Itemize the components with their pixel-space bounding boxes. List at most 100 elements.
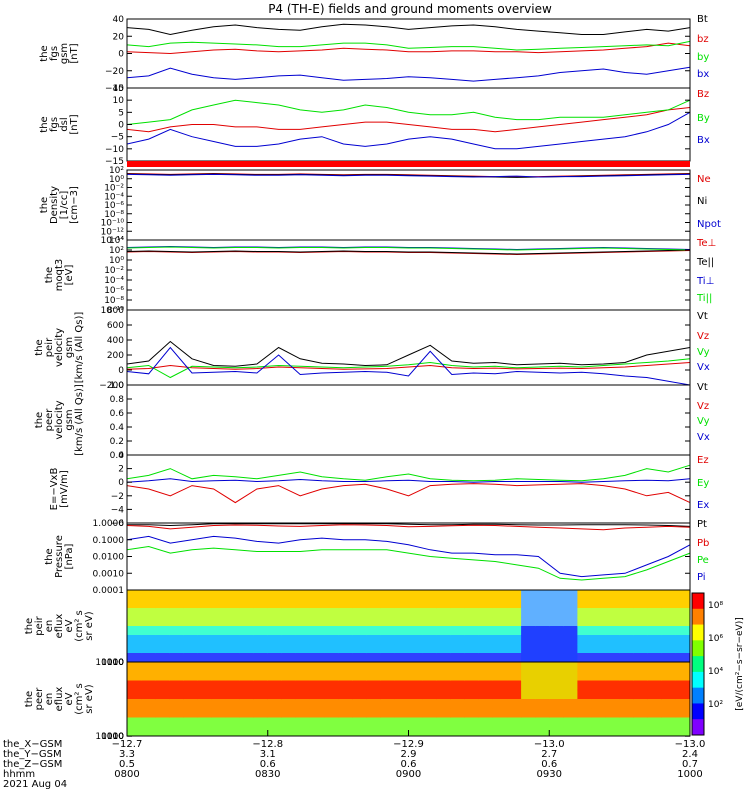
heatmap-cell <box>380 726 395 737</box>
heatmap-cell <box>267 671 283 681</box>
heatmap-cell <box>239 717 255 728</box>
heatmap-cell <box>647 617 663 627</box>
legend-entry: Vz <box>697 331 709 342</box>
y-tick-label: 10⁻⁴ <box>104 276 124 286</box>
y-tick-label: 10⁰ <box>109 256 124 266</box>
heatmap-cell <box>464 680 480 691</box>
heatmap-cell <box>535 671 550 681</box>
heatmap-cell <box>605 689 621 700</box>
heatmap-cell <box>183 726 198 737</box>
series-line-efield-0 <box>126 483 691 504</box>
x-tick-label: 0800 <box>114 769 139 780</box>
heatmap-cell <box>521 644 536 654</box>
y-axis-label: velocity <box>54 328 65 367</box>
heatmap-cell <box>295 599 311 609</box>
heatmap-cell <box>535 599 550 609</box>
heatmap-cell <box>450 689 466 700</box>
heatmap-cell <box>464 708 480 718</box>
legend-entry: Te|| <box>696 257 714 268</box>
series-line-pressure-0 <box>127 523 691 527</box>
heatmap-cell <box>408 653 424 663</box>
heatmap-cell <box>338 617 353 627</box>
y-tick-label: 0 <box>118 121 124 131</box>
heatmap-cell <box>281 680 297 691</box>
heatmap-cell <box>436 689 452 700</box>
heatmap-cell <box>127 680 142 691</box>
heatmap-cell <box>239 635 255 645</box>
heatmap-cell <box>253 608 269 618</box>
heatmap-cell <box>211 689 227 700</box>
heatmap-cell <box>577 726 592 737</box>
heatmap-cell <box>197 708 212 718</box>
y-axis-label: Pressure <box>54 535 65 578</box>
heatmap-cell <box>267 653 283 663</box>
y-tick-label: 0.0010 <box>93 569 125 579</box>
heatmap-cell <box>169 626 184 636</box>
heatmap-cell <box>507 653 522 663</box>
heatmap-cell <box>141 653 156 663</box>
heatmap-cell <box>450 717 466 728</box>
x-tick-label: 0900 <box>396 769 421 780</box>
heatmap-cell <box>605 644 621 654</box>
heatmap-cell <box>647 626 663 636</box>
heatmap-cell <box>309 726 325 737</box>
heatmap-cell <box>183 617 198 627</box>
heatmap-cell <box>408 590 424 600</box>
heatmap-cell <box>507 680 522 691</box>
y-tick-label: 10⁻⁸ <box>104 210 124 220</box>
heatmap-cell <box>549 590 564 600</box>
heatmap-cell <box>225 590 241 600</box>
heatmap-cell <box>422 608 438 618</box>
heatmap-cell <box>563 617 578 627</box>
y-tick-label: 1.0000 <box>93 519 125 529</box>
heatmap-cell <box>577 662 592 672</box>
y-axis-label: velocity <box>54 400 65 439</box>
heatmap-cell <box>549 671 564 681</box>
x-tick-label: 3.1 <box>260 749 276 760</box>
heatmap-cell <box>535 653 550 663</box>
y-tick-label: 15 <box>113 84 124 94</box>
heatmap-cell <box>169 644 184 654</box>
y-tick-label: −4 <box>111 505 125 515</box>
heatmap-cell <box>295 689 311 700</box>
heatmap-cell <box>633 726 649 737</box>
series-line-fgs_dsl-0 <box>126 107 691 133</box>
heatmap-cell <box>633 590 649 600</box>
heatmap-cell <box>535 644 550 654</box>
heatmap-cell <box>408 635 424 645</box>
y-tick-label: −5 <box>111 133 124 143</box>
heatmap-cell <box>436 680 452 691</box>
heatmap-cell <box>436 608 452 618</box>
heatmap-cell <box>675 662 691 672</box>
heatmap-cell <box>464 717 480 728</box>
heatmap-cell <box>492 717 508 728</box>
heatmap-cell <box>267 590 283 600</box>
heatmap-cell <box>563 635 578 645</box>
heatmap-cell <box>647 662 663 672</box>
date-label: 2021 Aug 04 <box>3 779 67 790</box>
heatmap-cell <box>408 662 424 672</box>
y-tick-label: −40 <box>105 84 124 94</box>
heatmap-cell <box>197 635 212 645</box>
heatmap-cell <box>450 590 466 600</box>
y-tick-label: 10² <box>109 246 124 256</box>
heatmap-cell <box>127 635 142 645</box>
heatmap-cell <box>253 671 269 681</box>
heatmap-cell <box>521 717 536 728</box>
y-tick-label: 10² <box>109 166 124 176</box>
heatmap-cell <box>633 644 649 654</box>
y-tick-label: −15 <box>105 157 124 167</box>
y-tick-label: 100 <box>107 732 124 742</box>
heatmap-cell <box>127 626 142 636</box>
heatmap-cell <box>408 689 424 700</box>
heatmap-cell <box>380 717 395 728</box>
heatmap-cell <box>394 617 409 627</box>
heatmap-cell <box>295 671 311 681</box>
heatmap-cell <box>521 689 536 700</box>
heatmap-cell <box>577 680 592 691</box>
heatmap-cell <box>661 608 677 618</box>
heatmap-cell <box>591 653 607 663</box>
heatmap-cell <box>324 717 339 728</box>
heatmap-cell <box>183 662 198 672</box>
